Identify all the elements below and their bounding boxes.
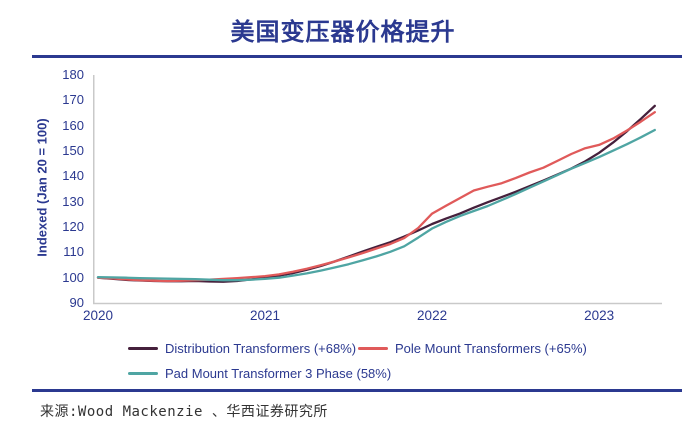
legend-label-distribution: Distribution Transformers (+68%): [165, 340, 357, 356]
y-tick-label-90: 90: [69, 295, 84, 310]
y-axis-tick-labels: 90 100 110 120 130 140 150 160 170 180: [40, 67, 88, 312]
legend-swatch-pole-mount: [358, 346, 388, 350]
legend-item-pad-mount-transformer: Pad Mount Transformer 3 Phase (58%): [128, 365, 391, 381]
source-text: 来源:Wood Mackenzie 、华西证券研究所: [40, 404, 328, 420]
title-divider-rule: [32, 55, 682, 58]
y-tick-label-170: 170: [62, 92, 84, 108]
legend-item-pole-mount-transformers: Pole Mount Transformers (+65%): [358, 340, 587, 356]
y-tick-label-110: 110: [63, 244, 84, 260]
y-tick-label-160: 160: [62, 117, 84, 133]
x-tick-label-2021: 2021: [250, 308, 281, 323]
chart-legend: Distribution Transformers (+68%) Pole Mo…: [0, 338, 686, 386]
series-line-1: [96, 111, 656, 283]
legend-swatch-distribution: [128, 346, 158, 350]
x-axis-tick-labels: 2020 2021 2022 2023: [83, 308, 665, 326]
y-tick-label-120: 120: [62, 219, 84, 234]
bottom-divider-rule: [32, 389, 682, 392]
series-line-2: [96, 128, 656, 282]
y-tick-label-140: 140: [62, 168, 84, 184]
legend-swatch-pad-mount: [128, 371, 158, 375]
y-tick-label-100: 100: [62, 269, 84, 285]
x-tick-label-2023: 2023: [584, 308, 615, 323]
y-tick-label-130: 130: [62, 193, 84, 209]
y-tick-label-180: 180: [62, 67, 84, 82]
legend-label-pole-mount: Pole Mount Transformers (+65%): [395, 340, 587, 356]
y-tick-label-150: 150: [62, 143, 84, 158]
plot-area: [93, 75, 662, 305]
x-tick-label-2020: 2020: [82, 308, 114, 323]
legend-item-distribution-transformers: Distribution Transformers (+68%): [128, 340, 356, 356]
legend-label-pad-mount: Pad Mount Transformer 3 Phase (58%): [165, 365, 392, 381]
chart-title: 美国变压器价格提升: [230, 19, 456, 46]
x-tick-label-2022: 2022: [417, 308, 448, 323]
